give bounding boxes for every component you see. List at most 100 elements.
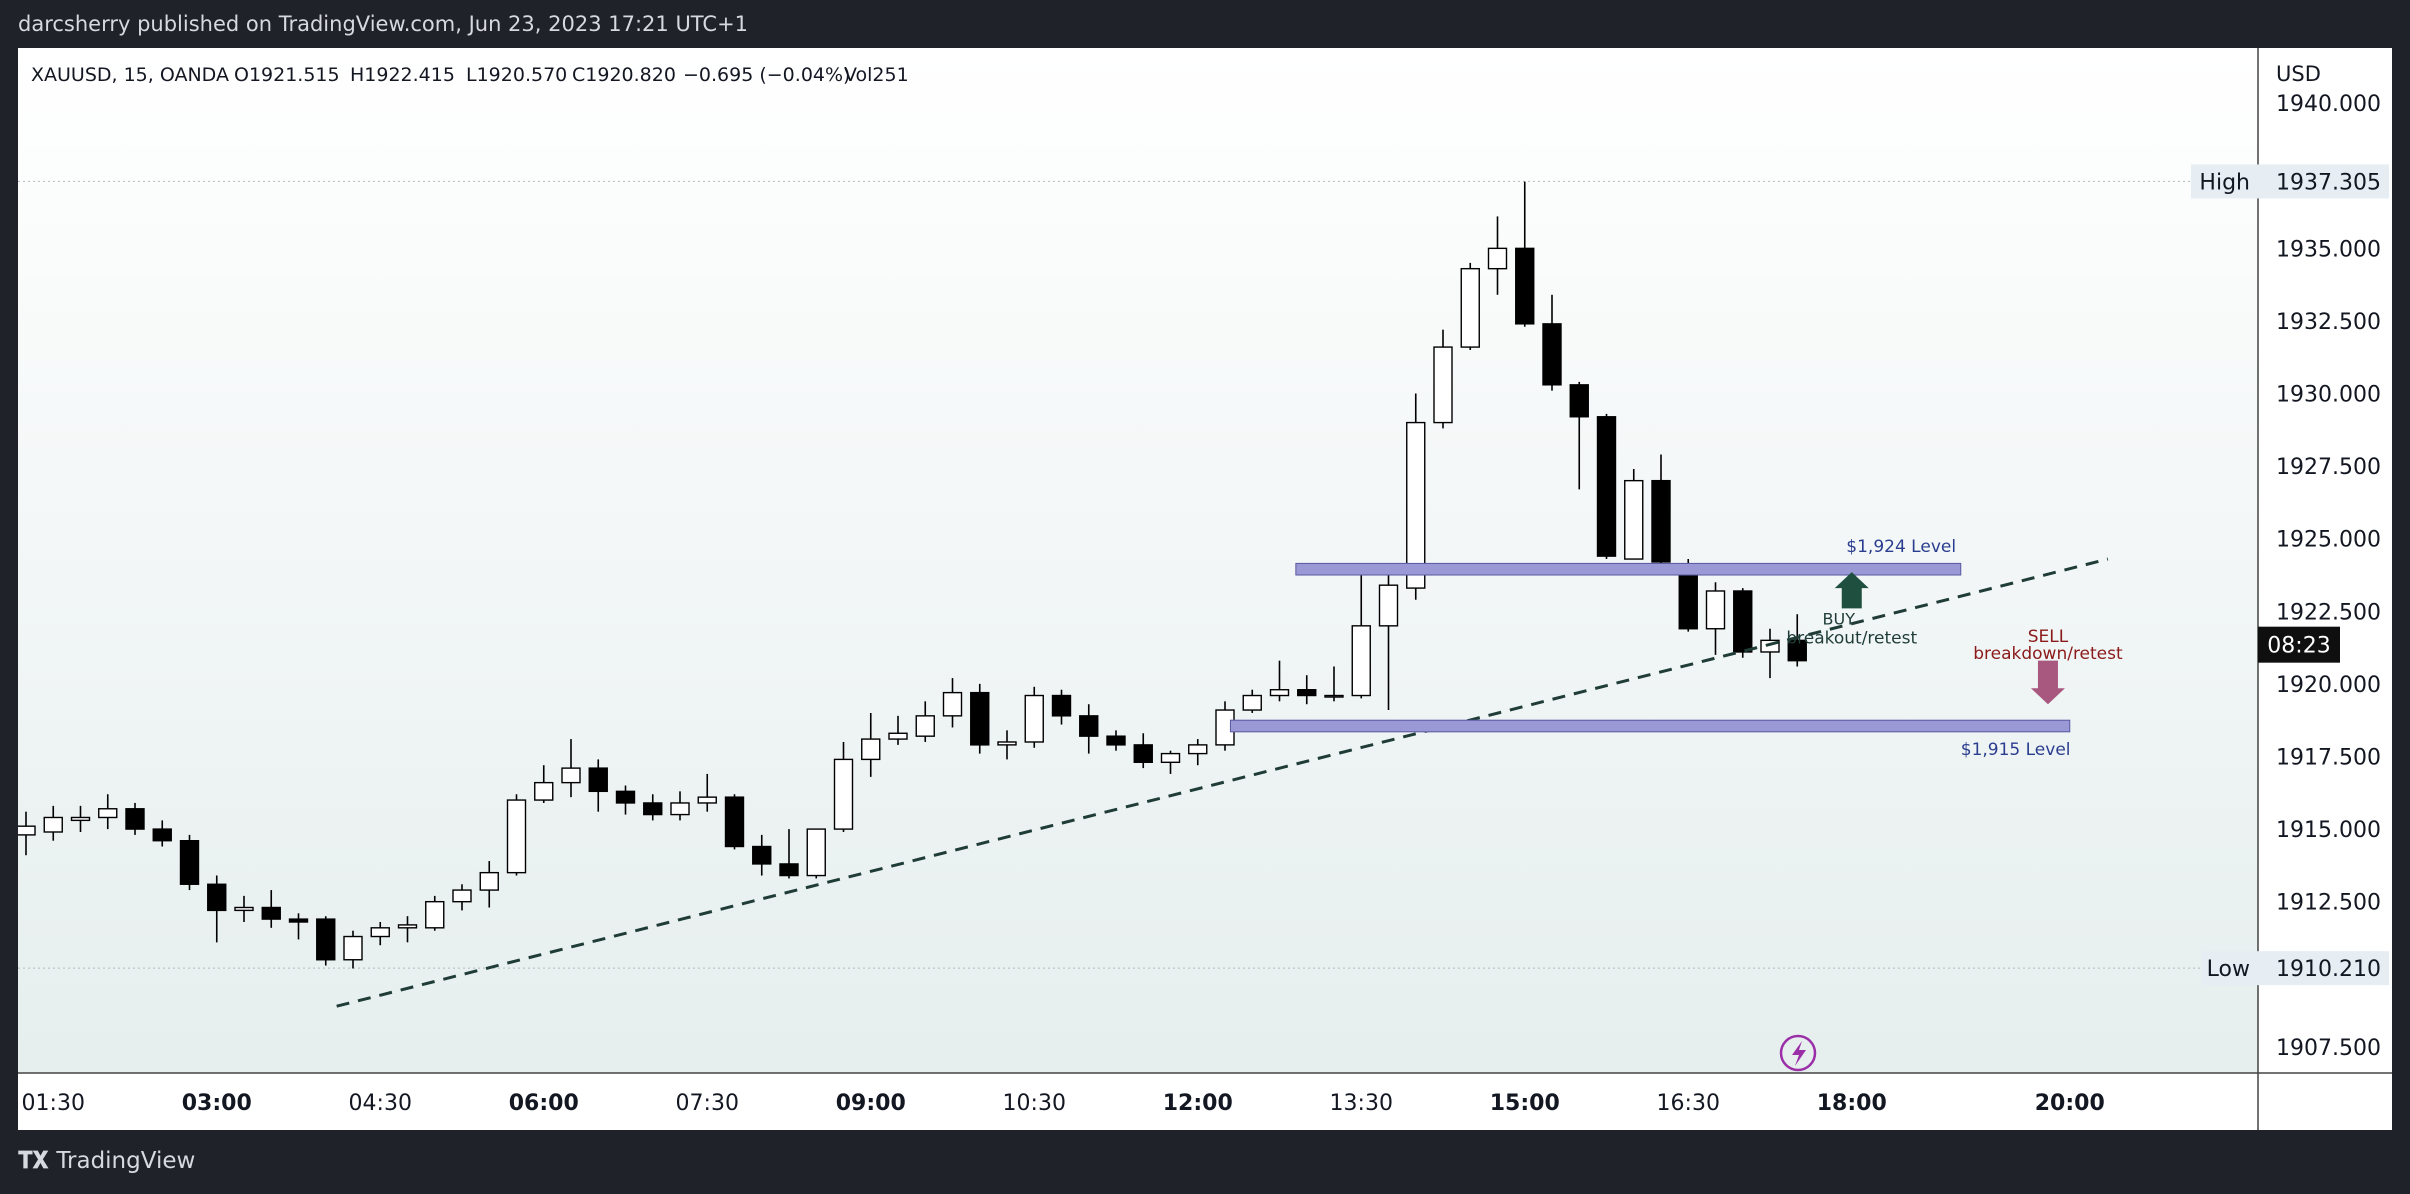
time-tick-label: 18:00 bbox=[1817, 1091, 1887, 1116]
time-tick-label: 12:00 bbox=[1163, 1091, 1233, 1116]
candle-body[interactable] bbox=[98, 808, 118, 819]
high-marker-box bbox=[2191, 164, 2389, 199]
candle-body[interactable] bbox=[1242, 694, 1262, 711]
candle-body[interactable] bbox=[1569, 384, 1589, 418]
low-marker-value: 1910.210 bbox=[2276, 957, 2381, 982]
candle-body[interactable] bbox=[833, 758, 854, 830]
candle-body[interactable] bbox=[861, 738, 881, 761]
candle-body[interactable] bbox=[1460, 267, 1480, 348]
candle-body[interactable] bbox=[1351, 625, 1371, 697]
time-axis[interactable]: 01:30 03:00 04:30 06:00 07:30 09:00 10:30 12:00… bbox=[22, 1091, 2105, 1116]
candle-body[interactable] bbox=[561, 767, 581, 784]
candle-body[interactable] bbox=[179, 840, 200, 885]
candle-body[interactable] bbox=[915, 715, 935, 737]
candle-body[interactable] bbox=[970, 691, 990, 746]
candle-body[interactable] bbox=[16, 825, 36, 836]
candle-body[interactable] bbox=[1487, 247, 1508, 270]
candle-body[interactable] bbox=[1188, 744, 1208, 755]
candle-body[interactable] bbox=[1760, 639, 1780, 653]
candle-body[interactable] bbox=[615, 790, 636, 804]
candle-body[interactable] bbox=[152, 828, 172, 842]
time-tick-label: 07:30 bbox=[676, 1091, 739, 1116]
candle-body[interactable] bbox=[1733, 590, 1753, 653]
candle-body[interactable] bbox=[1297, 689, 1317, 697]
candle-body[interactable] bbox=[506, 799, 527, 874]
candle-body[interactable] bbox=[1433, 346, 1453, 424]
candle-body[interactable] bbox=[1542, 323, 1562, 386]
time-tick-label: 10:30 bbox=[1003, 1091, 1066, 1116]
trendline[interactable] bbox=[336, 557, 2109, 1008]
level-zone-1924[interactable] bbox=[1295, 562, 1962, 576]
candle-body[interactable] bbox=[1051, 694, 1072, 717]
time-tick-label: 09:00 bbox=[836, 1091, 906, 1116]
tradingview-brand[interactable]: 𝐓𝐗 TradingView bbox=[18, 1148, 195, 1174]
candle-body[interactable] bbox=[370, 927, 390, 938]
candle-body[interactable] bbox=[1596, 416, 1617, 557]
time-tick-label: 20:00 bbox=[2035, 1091, 2105, 1116]
candle-body[interactable] bbox=[261, 906, 281, 920]
candle-body[interactable] bbox=[70, 816, 91, 822]
candle-body[interactable] bbox=[997, 741, 1017, 746]
countdown-badge bbox=[2258, 626, 2340, 663]
level-zone-1915[interactable] bbox=[1229, 719, 2071, 733]
buy-label: BUY bbox=[1823, 609, 1856, 628]
low-marker-label: Low bbox=[2207, 957, 2250, 982]
candle-body[interactable] bbox=[1787, 639, 1807, 662]
candle-body[interactable] bbox=[1624, 479, 1644, 560]
candlestick-chart[interactable]: $1,924 Level $1,915 Level BUY breakout/r… bbox=[16, 48, 2392, 1130]
candle-body[interactable] bbox=[670, 802, 690, 816]
time-tick-label: 03:00 bbox=[182, 1091, 252, 1116]
candle-body[interactable] bbox=[806, 828, 826, 877]
tradingview-brand-label: TradingView bbox=[56, 1148, 196, 1174]
candle-body[interactable] bbox=[1651, 479, 1671, 563]
candle-body[interactable] bbox=[43, 816, 63, 833]
sell-label: SELL bbox=[2028, 627, 2069, 647]
price-tick-label: 1915.000 bbox=[2276, 818, 2381, 843]
candle-body[interactable] bbox=[697, 796, 717, 804]
time-tick-label: 06:00 bbox=[509, 1091, 579, 1116]
countdown-text: 08:23 bbox=[2267, 634, 2330, 659]
candle-body[interactable] bbox=[724, 796, 745, 848]
candle-body[interactable] bbox=[397, 924, 418, 929]
candle-body[interactable] bbox=[1133, 744, 1153, 764]
candles-group bbox=[16, 181, 1807, 969]
candle-body[interactable] bbox=[888, 732, 908, 740]
candle-body[interactable] bbox=[234, 906, 254, 912]
currency-label: USD bbox=[2276, 62, 2321, 86]
time-tick-label: 16:30 bbox=[1657, 1091, 1720, 1116]
candle-body[interactable] bbox=[425, 900, 445, 929]
candle-body[interactable] bbox=[942, 691, 963, 717]
candle-body[interactable] bbox=[1324, 694, 1344, 698]
candle-body[interactable] bbox=[1024, 694, 1044, 743]
candle-body[interactable] bbox=[1079, 715, 1099, 737]
legend-volume: Vol251 bbox=[844, 64, 909, 86]
candle-body[interactable] bbox=[1269, 689, 1290, 697]
lightning-icon[interactable] bbox=[1779, 1034, 1817, 1072]
candle-body[interactable] bbox=[588, 767, 608, 793]
candle-body[interactable] bbox=[125, 808, 145, 830]
candle-body[interactable] bbox=[779, 863, 799, 877]
candle-body[interactable] bbox=[479, 871, 499, 891]
candle-body[interactable] bbox=[752, 845, 772, 865]
price-tick-label: 1912.500 bbox=[2276, 891, 2381, 916]
price-scale-background bbox=[2258, 48, 2392, 1130]
price-tick-label: 1922.500 bbox=[2276, 600, 2381, 625]
candle-body[interactable] bbox=[643, 802, 663, 816]
legend-change: −0.695 (−0.04%) bbox=[683, 64, 850, 86]
candle-body[interactable] bbox=[1378, 584, 1399, 627]
price-tick-label: 1940.000 bbox=[2276, 92, 2381, 117]
candle-body[interactable] bbox=[1705, 590, 1726, 630]
candle-body[interactable] bbox=[288, 918, 309, 923]
price-tick-label: 1917.500 bbox=[2276, 745, 2381, 770]
candle-body[interactable] bbox=[1160, 752, 1181, 764]
candle-body[interactable] bbox=[343, 935, 363, 961]
publish-info: darcsherry published on TradingView.com,… bbox=[18, 12, 749, 36]
candle-body[interactable] bbox=[1515, 247, 1535, 325]
candle-body[interactable] bbox=[1406, 421, 1426, 589]
price-tick-label: 1935.000 bbox=[2276, 237, 2381, 262]
candle-body[interactable] bbox=[1106, 735, 1126, 746]
candle-body[interactable] bbox=[534, 781, 554, 801]
candle-body[interactable] bbox=[452, 889, 472, 903]
candle-body[interactable] bbox=[316, 918, 336, 961]
candle-body[interactable] bbox=[207, 883, 227, 912]
